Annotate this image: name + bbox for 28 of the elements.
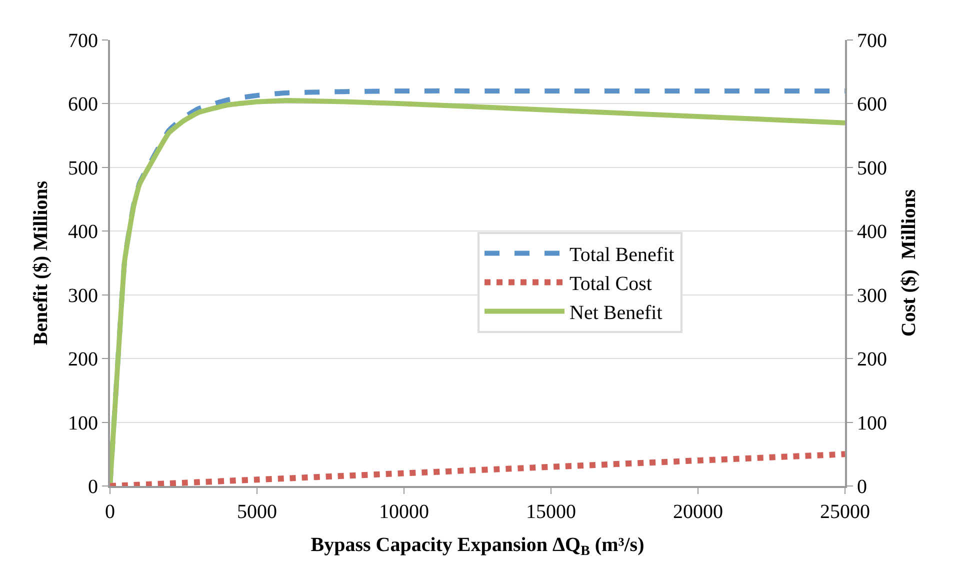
x-tick-label: 5000 xyxy=(237,501,277,523)
y-tick-label: 400 xyxy=(68,221,98,244)
x-tick-label: 25000 xyxy=(820,501,870,523)
x-tick-label: 15000 xyxy=(526,501,576,523)
legend-label: Total Benefit xyxy=(570,244,675,266)
x-axis-title: Bypass Capacity Expansion ΔQ$_{B}$ (m³/s) xyxy=(310,534,644,560)
legend-label: Total Cost xyxy=(570,273,652,296)
y-tick-label: 0 xyxy=(88,476,98,498)
y-tick-label: 100 xyxy=(68,412,98,434)
x-tick-label: 20000 xyxy=(673,501,723,523)
y2-tick-label: 400 xyxy=(857,221,887,244)
y2-tick-label: 300 xyxy=(857,284,887,307)
x-tick-label: 0 xyxy=(105,501,115,523)
y2-tick-label: 600 xyxy=(857,94,887,116)
y2-tick-label: 700 xyxy=(857,30,887,52)
x-tick-label: 10000 xyxy=(379,501,429,523)
y-tick-label: 600 xyxy=(68,94,98,116)
y-axis-title: Benefit ($) Millions xyxy=(30,180,52,346)
y2-tick-label: 200 xyxy=(857,348,887,371)
y2-axis-title: Cost ($) Millions xyxy=(898,189,920,337)
y2-tick-label: 100 xyxy=(857,412,887,434)
y-tick-label: 300 xyxy=(68,284,98,307)
y2-tick-label: 0 xyxy=(857,476,867,498)
y2-tick-label: 500 xyxy=(857,157,887,180)
legend-label: Net Benefit xyxy=(570,302,663,324)
y-tick-label: 200 xyxy=(68,348,98,371)
y-tick-label: 700 xyxy=(68,30,98,52)
y-tick-label: 500 xyxy=(68,157,98,180)
